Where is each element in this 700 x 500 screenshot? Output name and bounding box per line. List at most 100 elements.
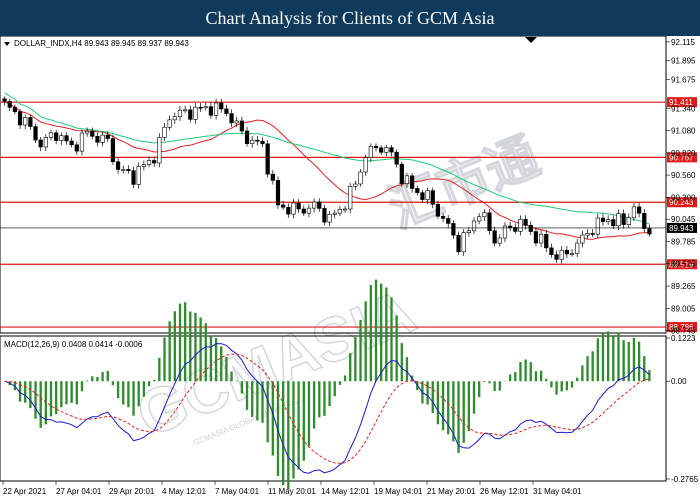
candle-body <box>585 233 590 236</box>
candle-body <box>358 171 363 185</box>
candle-body <box>38 139 43 148</box>
candle-body <box>131 170 136 185</box>
time-tick-label: 29 Apr 20:01 <box>109 487 155 496</box>
level-tag <box>667 322 697 333</box>
time-tick-label: 7 May 04:01 <box>215 487 260 496</box>
candle-body <box>404 175 410 185</box>
price-tick-label: 90.045 <box>671 215 696 224</box>
price-tick-label: 89.265 <box>671 282 696 291</box>
time-tick-label: 27 Apr 04:01 <box>56 487 102 496</box>
candle-body <box>193 106 198 120</box>
candle-body <box>477 216 482 222</box>
watermark: GCMASIA 汇市通 GCMASIA GLOBAL MARKETS <box>127 127 548 451</box>
candle-body <box>54 132 59 141</box>
candle-body <box>410 175 415 189</box>
candle-body <box>595 217 600 235</box>
candle-body <box>306 207 312 214</box>
candle-body <box>342 208 348 211</box>
support-resistance-levels: 91.411 90.767 90.243 89.519 88.786 <box>0 97 697 333</box>
candle-body <box>79 132 85 152</box>
page-title: Chart Analysis for Clients of GCM Asia <box>0 0 700 36</box>
candle-body <box>105 134 110 139</box>
candle-body <box>69 140 74 146</box>
candle-body <box>415 188 420 193</box>
candle-body <box>224 108 229 114</box>
price-tick-label: 91.895 <box>671 57 696 66</box>
candle-body <box>373 145 379 149</box>
level-tag <box>667 97 697 108</box>
candle-body <box>451 223 456 236</box>
level-label: 89.519 <box>669 260 694 269</box>
candle-body <box>301 208 306 214</box>
candle-body <box>208 106 214 116</box>
candle-body <box>544 233 549 249</box>
price-tick-label: 90.300 <box>671 193 696 202</box>
candle-body <box>100 134 105 143</box>
macd-info: MACD(12,26,9) 0.0408 0.0414 -0.0006 <box>4 340 143 349</box>
level-tag <box>667 259 697 270</box>
candle-body <box>59 135 64 141</box>
candle-body <box>188 109 193 120</box>
candle-body <box>626 217 631 225</box>
candle-body <box>121 169 126 171</box>
level-label: 90.767 <box>669 153 694 162</box>
candle-body <box>219 102 224 110</box>
candle-body <box>281 204 286 208</box>
candle-body <box>456 234 461 253</box>
time-tick-label: 31 May 04:01 <box>533 487 582 496</box>
candle-body <box>265 143 270 175</box>
candle-body <box>636 206 642 214</box>
price-tick-label: 91.340 <box>671 104 696 113</box>
candle-body <box>296 202 301 210</box>
shift-marker-icon[interactable] <box>525 37 537 43</box>
candle-body <box>435 204 441 217</box>
candle-body <box>363 157 368 173</box>
candle-body <box>492 230 497 244</box>
candle-body <box>616 213 621 227</box>
candle-body <box>528 225 533 232</box>
price-tick-label: 89.785 <box>671 237 696 246</box>
macd-tick-label: 0.1223 <box>671 334 696 343</box>
candle-body <box>518 219 523 232</box>
candle-body <box>28 117 33 127</box>
candle-body <box>533 231 539 244</box>
level-tag <box>667 152 697 163</box>
chart-area[interactable]: GCMASIA 汇市通 GCMASIA GLOBAL MARKETS 91.41… <box>0 36 700 500</box>
candle-body <box>461 232 466 253</box>
macd-line <box>4 343 650 474</box>
time-tick-label: 11 May 20:01 <box>268 487 316 496</box>
dropdown-triangle-icon[interactable] <box>4 42 10 46</box>
time-axis: 22 Apr 2021 27 Apr 04:01 29 Apr 20:01 4 May… <box>2 481 582 496</box>
candle-body <box>513 227 518 232</box>
candle-body <box>554 254 559 260</box>
candle-body <box>564 249 569 255</box>
candle-body <box>146 160 152 165</box>
time-tick-label: 26 May 12:01 <box>480 487 529 496</box>
candle-body <box>611 219 616 227</box>
candle-body <box>291 202 296 215</box>
candle-body <box>317 201 322 209</box>
candle-body <box>239 120 244 132</box>
candle-body <box>270 173 275 181</box>
candle-body <box>48 132 54 138</box>
candle-body <box>260 140 265 145</box>
time-tick-label: 19 May 04:01 <box>374 487 423 496</box>
symbol-info: DOLLAR_INDX,H4 89.943 89.945 89.937 89.9… <box>14 39 189 48</box>
candlesticks <box>2 96 652 264</box>
candle-body <box>353 183 358 187</box>
candle-body <box>440 215 446 219</box>
macd-tick-label: -0.2765 <box>671 475 699 484</box>
candle-body <box>90 130 95 137</box>
candle-body <box>12 107 18 112</box>
candle-body <box>7 101 12 108</box>
price-tick-label: 91.080 <box>671 127 696 136</box>
candle-body <box>167 119 172 128</box>
candle-body <box>110 138 116 162</box>
price-tick-label: 92.115 <box>671 38 695 47</box>
candle-body <box>203 106 208 109</box>
candle-body <box>394 151 399 165</box>
candle-body <box>549 247 554 255</box>
level-tag <box>667 197 697 208</box>
candle-body <box>23 117 28 126</box>
candle-body <box>311 201 317 209</box>
